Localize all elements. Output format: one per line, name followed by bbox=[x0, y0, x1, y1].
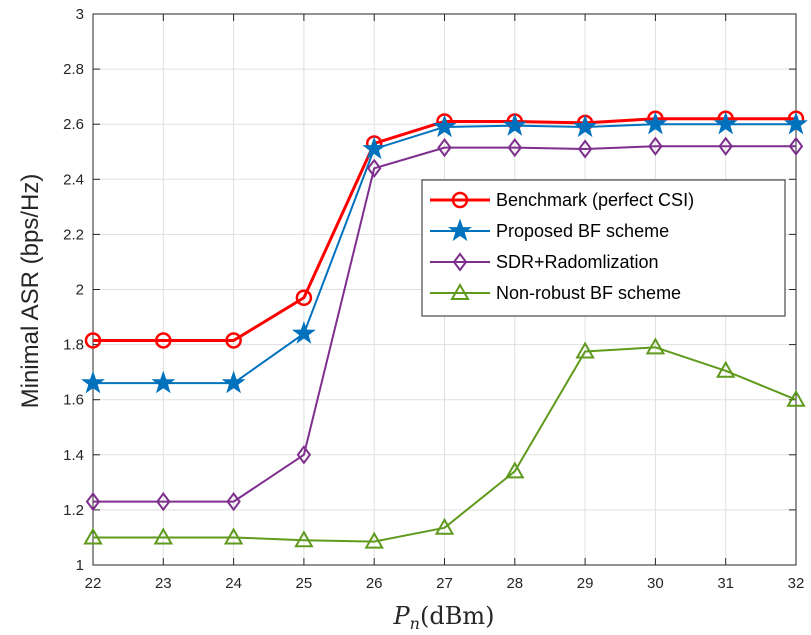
x-axis-title-unit: (dBm) bbox=[420, 602, 494, 630]
data-point-diamond bbox=[577, 139, 593, 159]
series-line bbox=[93, 346, 797, 543]
x-tick-label: 31 bbox=[717, 575, 734, 592]
y-tick-label: 1.2 bbox=[63, 502, 84, 519]
data-point-diamond bbox=[366, 158, 382, 178]
x-tick-label: 22 bbox=[85, 575, 102, 592]
y-tick-label: 1.6 bbox=[63, 392, 84, 409]
data-point-diamond bbox=[507, 137, 523, 158]
y-tick-label: 3 bbox=[76, 6, 84, 23]
data-point-diamond bbox=[648, 136, 663, 156]
y-tick-label: 2.2 bbox=[63, 226, 84, 243]
series-4 bbox=[83, 337, 806, 549]
data-point-triangle bbox=[505, 461, 525, 479]
legend-label: Non-robust BF scheme bbox=[496, 283, 681, 303]
legend-marker bbox=[452, 252, 468, 272]
data-point-star bbox=[784, 111, 808, 135]
x-tick-label: 30 bbox=[647, 575, 664, 592]
legend-label: Proposed BF scheme bbox=[496, 221, 669, 241]
data-point-triangle bbox=[575, 341, 595, 359]
x-tick-label: 28 bbox=[506, 575, 523, 592]
x-tick-label: 24 bbox=[225, 575, 242, 592]
data-point-triangle bbox=[715, 360, 736, 378]
data-point-diamond bbox=[788, 136, 804, 156]
series-group bbox=[81, 110, 808, 549]
data-point-star bbox=[362, 136, 387, 160]
data-point-triangle bbox=[153, 527, 174, 545]
legend-marker bbox=[448, 218, 472, 242]
y-tick-label: 1.4 bbox=[63, 447, 84, 464]
data-point-circle bbox=[155, 332, 172, 349]
axes bbox=[92, 13, 797, 566]
data-point-diamond bbox=[437, 137, 452, 158]
legend-label: SDR+Radomlization bbox=[496, 252, 659, 272]
x-axis-title-subscript: n bbox=[410, 614, 420, 633]
y-axis-title: Minimal ASR (bps/Hz) bbox=[17, 174, 44, 409]
x-axis-title: Pn(dBm) bbox=[393, 602, 495, 633]
data-point-diamond bbox=[156, 491, 171, 512]
y-tick-label: 1.8 bbox=[63, 337, 84, 354]
data-point-circle bbox=[295, 289, 313, 307]
x-tick-label: 32 bbox=[788, 575, 805, 592]
data-point-diamond bbox=[296, 445, 312, 465]
data-point-diamond bbox=[226, 491, 241, 512]
x-tick-label: 29 bbox=[577, 575, 594, 592]
data-point-triangle bbox=[434, 517, 455, 535]
x-axis-title-symbol: P bbox=[393, 602, 411, 630]
data-point-triangle bbox=[294, 530, 314, 548]
x-tick-label: 25 bbox=[296, 575, 313, 592]
data-point-triangle bbox=[645, 337, 666, 355]
plot-frame bbox=[92, 13, 797, 566]
y-tick-label: 1 bbox=[76, 557, 84, 574]
x-tick-label: 27 bbox=[436, 575, 453, 592]
data-point-star bbox=[432, 114, 457, 138]
series-3 bbox=[85, 136, 804, 512]
legend-marker bbox=[450, 282, 470, 300]
series-2 bbox=[81, 111, 808, 394]
data-point-star bbox=[502, 113, 527, 136]
x-tick-label: 26 bbox=[366, 575, 383, 592]
data-point-diamond bbox=[718, 136, 733, 156]
data-point-triangle bbox=[364, 531, 384, 549]
tick-labels: 22 23 24 25 26 27 28 29 30 31 32 1 1.2 1.4 1.6 1.8 2 2.2 2… bbox=[63, 6, 804, 592]
data-point-star bbox=[573, 114, 598, 138]
data-point-star bbox=[643, 111, 668, 135]
x-tick-label: 23 bbox=[155, 575, 172, 592]
y-tick-label: 2.6 bbox=[63, 116, 84, 133]
data-point-triangle bbox=[786, 389, 806, 407]
y-tick-label: 2 bbox=[76, 282, 84, 299]
legend-marker bbox=[451, 191, 469, 209]
y-tick-label: 2.4 bbox=[63, 171, 84, 188]
data-point-star bbox=[291, 321, 316, 344]
legend: Benchmark (perfect CSI) Proposed BF schem… bbox=[421, 179, 786, 317]
data-point-triangle bbox=[223, 527, 244, 545]
data-point-circle bbox=[225, 332, 242, 349]
data-point-circle bbox=[84, 332, 102, 349]
y-tick-label: 2.8 bbox=[63, 61, 84, 78]
series-line bbox=[93, 145, 796, 503]
data-point-star bbox=[151, 370, 176, 394]
data-point-triangle bbox=[83, 527, 103, 545]
data-point-star bbox=[221, 370, 246, 394]
data-point-star bbox=[81, 370, 105, 394]
legend-label: Benchmark (perfect CSI) bbox=[496, 190, 694, 210]
data-point-diamond bbox=[85, 491, 101, 512]
data-point-star bbox=[713, 111, 738, 135]
